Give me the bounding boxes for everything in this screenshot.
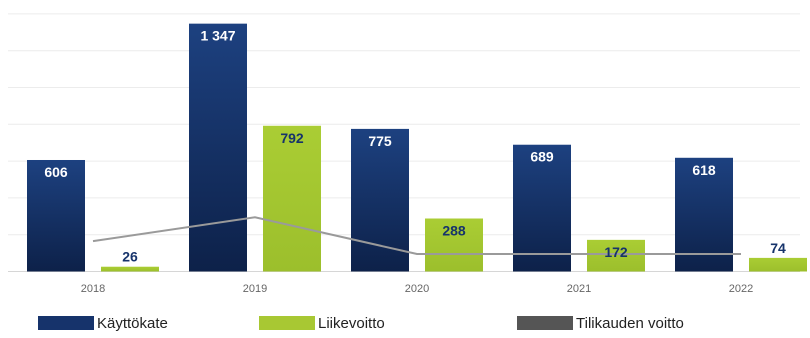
data-label: 74	[770, 240, 786, 256]
x-tick-label: 2021	[567, 283, 591, 295]
data-label: 26	[122, 249, 138, 265]
bar-liikevoitto-2022	[749, 257, 807, 272]
bar-liikevoitto-2019	[263, 125, 321, 272]
legend-label-tilikauden-voitto: Tilikauden voitto	[576, 314, 684, 332]
data-label: 288	[442, 223, 466, 239]
legend-item-kayttokate: Käyttökate	[38, 312, 168, 334]
bar-kayttokate-2020	[351, 128, 409, 272]
legend-swatch-kayttokate	[38, 316, 94, 330]
legend-swatch-tilikauden-voitto	[517, 316, 573, 330]
series-line-tilikauden-voitto	[92, 216, 741, 256]
data-label: 606	[44, 164, 68, 180]
legend: Käyttökate Liikevoitto Tilikauden voitto	[0, 312, 810, 338]
bar-kayttokate-2019	[189, 23, 247, 272]
data-label: 792	[280, 130, 304, 146]
bar-kayttokate-2018	[27, 159, 85, 272]
bar-liikevoitto-2018	[101, 266, 159, 272]
bar-kayttokate-2021	[513, 144, 571, 272]
bar-liikevoitto-2021	[587, 239, 645, 272]
x-tick-label: 2020	[405, 283, 429, 295]
data-label: 689	[530, 149, 554, 165]
data-label: 1 347	[200, 28, 235, 44]
legend-item-liikevoitto: Liikevoitto	[259, 312, 385, 334]
bar-chart: 606 26 1 347 792 775 288 689 172 618 74 2018 2019 2…	[8, 13, 807, 295]
legend-label-kayttokate: Käyttökate	[97, 314, 168, 332]
x-tick-label: 2022	[729, 283, 753, 295]
legend-swatch-liikevoitto	[259, 316, 315, 330]
x-tick-label: 2018	[81, 283, 105, 295]
data-label: 775	[368, 133, 392, 149]
data-label: 172	[604, 244, 628, 260]
x-tick-label: 2019	[243, 283, 267, 295]
bar-kayttokate-2022	[675, 157, 733, 272]
legend-label-liikevoitto: Liikevoitto	[318, 314, 385, 332]
legend-item-tilikauden-voitto: Tilikauden voitto	[517, 312, 684, 334]
data-label: 618	[692, 162, 716, 178]
bar-liikevoitto-2020	[425, 218, 483, 272]
